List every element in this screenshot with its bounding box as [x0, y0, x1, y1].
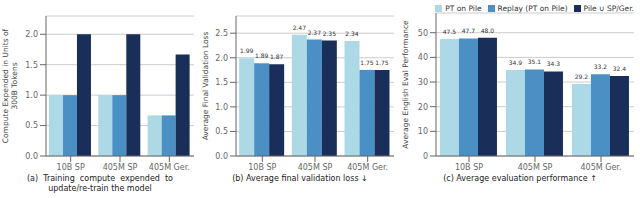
svg-text:1.75: 1.75 [375, 59, 389, 66]
svg-text:405M Ger.: 405M Ger. [581, 163, 622, 172]
svg-text:1.0: 1.0 [215, 103, 228, 112]
svg-text:40: 40 [418, 53, 428, 62]
svg-text:2.0: 2.0 [25, 30, 38, 39]
svg-text:20: 20 [418, 103, 428, 112]
svg-text:2.5: 2.5 [215, 29, 228, 38]
html-text:(a) Training compute expended: (a) Training compute expended to update/… [27, 174, 173, 193]
svg-text:30: 30 [418, 78, 428, 87]
svg-text:33.2: 33.2 [594, 63, 608, 70]
svg-text:29.2: 29.2 [575, 73, 589, 80]
svg-text:1.87: 1.87 [270, 53, 284, 60]
svg-text:0.0: 0.0 [25, 152, 38, 161]
svg-text:1.99: 1.99 [240, 47, 254, 54]
svg-text:10: 10 [418, 127, 428, 136]
svg-text:35.1: 35.1 [528, 58, 542, 65]
svg-text:405M Ger.: 405M Ger. [347, 163, 388, 172]
html-text:(c) Average evaluation perform: (c) Average evaluation performance ↑ [443, 174, 597, 183]
svg-text:34.3: 34.3 [547, 60, 561, 67]
html-text:PT on Pile: PT on Pile [445, 4, 482, 13]
svg-text:34.9: 34.9 [509, 59, 523, 66]
svg-text:2.0: 2.0 [215, 54, 228, 63]
svg-text:50: 50 [418, 29, 428, 38]
html-text:Replay (PT on Pile): Replay (PT on Pile) [497, 4, 568, 13]
svg-text:1.75: 1.75 [360, 59, 374, 66]
svg-text:0.0: 0.0 [215, 152, 228, 161]
svg-text:0.5: 0.5 [25, 121, 38, 130]
svg-text:10B SP: 10B SP [455, 163, 483, 172]
svg-text:48.0: 48.0 [481, 27, 495, 34]
html-text:(b) Average final validation l: (b) Average final validation loss ↓ [232, 174, 368, 183]
svg-text:1.89: 1.89 [255, 52, 269, 59]
svg-text:405M Ger.: 405M Ger. [149, 163, 190, 172]
svg-text:Compute Expended in Units of30: Compute Expended in Units of300B Tokens [8, 28, 19, 143]
svg-text:Average English Eval Performan: Average English Eval Performance [401, 20, 410, 149]
svg-text:2.37: 2.37 [308, 29, 322, 36]
svg-text:1.0: 1.0 [25, 91, 38, 100]
svg-text:Average Final Validation Loss: Average Final Validation Loss [201, 32, 210, 141]
svg-text:405M SP: 405M SP [298, 163, 333, 172]
svg-text:405M SP: 405M SP [518, 163, 553, 172]
svg-text:0: 0 [423, 152, 428, 161]
svg-text:2.47: 2.47 [293, 24, 307, 31]
svg-text:10B SP: 10B SP [248, 163, 276, 172]
svg-text:2.35: 2.35 [323, 30, 337, 37]
svg-text:1.5: 1.5 [25, 61, 38, 70]
html-text:Pile ∪ SP/Ger.: Pile ∪ SP/Ger. [583, 4, 634, 13]
svg-text:10B SP: 10B SP [57, 163, 85, 172]
svg-text:2.34: 2.34 [345, 30, 359, 37]
svg-text:32.4: 32.4 [613, 65, 627, 72]
svg-text:405M SP: 405M SP [103, 163, 138, 172]
svg-text:1.5: 1.5 [215, 78, 228, 87]
svg-text:0.5: 0.5 [215, 127, 228, 136]
svg-text:47.5: 47.5 [443, 28, 457, 35]
svg-text:47.7: 47.7 [462, 27, 476, 34]
